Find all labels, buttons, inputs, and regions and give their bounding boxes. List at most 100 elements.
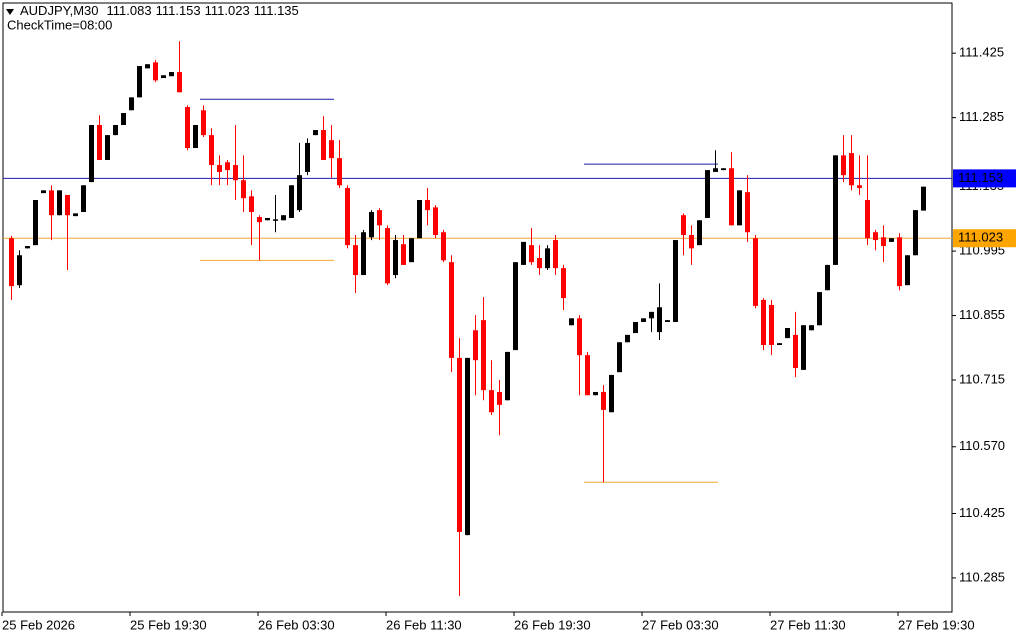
- candle-body: [377, 210, 382, 226]
- candle-body: [17, 255, 22, 286]
- level-tag-label: 111.153: [958, 170, 1003, 185]
- y-tick-label: 111.425: [959, 45, 1004, 60]
- candle-body: [313, 130, 318, 136]
- candle-body: [185, 107, 190, 148]
- candle-body: [649, 311, 654, 319]
- candle-body: [593, 391, 598, 396]
- candle-body: [177, 72, 182, 93]
- candle-body: [753, 238, 758, 306]
- candle-body: [729, 168, 734, 226]
- candle-body: [217, 165, 222, 172]
- candle-body: [417, 200, 422, 239]
- candle-body: [737, 190, 742, 226]
- candle-body: [889, 238, 894, 242]
- candle-body: [401, 244, 406, 265]
- candle-body: [497, 391, 502, 405]
- candle-body: [609, 374, 614, 413]
- candle-body: [25, 246, 30, 249]
- candle-body: [489, 390, 494, 413]
- candle-body: [617, 342, 622, 373]
- candle-body: [441, 232, 446, 261]
- x-tick-label: 27 Feb 19:30: [898, 617, 975, 632]
- candle-body: [257, 217, 262, 223]
- candle-body: [425, 200, 430, 211]
- quote-low: 111.023: [205, 3, 250, 18]
- x-tick-label: 27 Feb 03:30: [642, 617, 719, 632]
- candle-body: [121, 113, 126, 125]
- candle-body: [233, 165, 238, 181]
- x-tick-label: 27 Feb 11:30: [770, 617, 846, 632]
- candle-body: [601, 391, 606, 410]
- candle-body: [881, 237, 886, 247]
- candle-body: [841, 155, 846, 176]
- candle-body: [505, 351, 510, 401]
- header-arrow[interactable]: [6, 9, 14, 15]
- candle-body: [225, 162, 230, 171]
- candle-body: [305, 142, 310, 172]
- candle-body: [105, 135, 110, 160]
- candle-body: [433, 207, 438, 235]
- candle-body: [921, 186, 926, 211]
- candle-body: [65, 194, 70, 216]
- x-tick-label: 25 Feb 19:30: [130, 617, 207, 632]
- candle-body: [553, 240, 558, 269]
- candle-body: [481, 320, 486, 391]
- candle-body: [273, 219, 278, 221]
- candle-body: [545, 248, 550, 269]
- candle-body: [745, 192, 750, 233]
- candle-body: [345, 188, 350, 246]
- level-tag-label: 111.023: [958, 230, 1003, 245]
- subtitle: CheckTime=08:00: [7, 17, 112, 32]
- candle-body: [673, 240, 678, 322]
- y-tick-label: 110.715: [959, 371, 1005, 386]
- candle-body: [769, 304, 774, 346]
- candle-body: [113, 124, 118, 136]
- candle-body: [913, 210, 918, 256]
- candle-body: [561, 268, 566, 299]
- candle-body: [369, 211, 374, 238]
- candle-body: [161, 75, 166, 79]
- candle-body: [569, 318, 574, 326]
- candle-body: [905, 255, 910, 286]
- candle-body: [857, 185, 862, 189]
- quote-open: 111.083: [107, 3, 152, 18]
- candle-body: [129, 97, 134, 111]
- candle-body: [81, 185, 86, 212]
- y-tick-label: 110.855: [959, 307, 1005, 322]
- symbol: AUDJPY,M30: [20, 3, 99, 18]
- candle-body: [393, 240, 398, 276]
- candle-body: [521, 241, 526, 265]
- candle-body: [473, 330, 478, 361]
- x-tick-label: 26 Feb 19:30: [514, 617, 591, 632]
- candle-body: [57, 190, 62, 216]
- candle-body: [625, 334, 630, 343]
- candle-body: [249, 196, 254, 212]
- candle-body: [633, 322, 638, 334]
- quote-close: 111.135: [254, 3, 299, 18]
- candle-body: [201, 110, 206, 136]
- candle-body: [657, 307, 662, 333]
- candle-body: [193, 124, 198, 148]
- candle-body: [353, 245, 358, 276]
- candle-body: [361, 232, 366, 276]
- candle-body: [865, 200, 870, 239]
- header: AUDJPY,M30 111.083 111.153 111.023 111.135: [20, 3, 299, 18]
- candle-body: [209, 135, 214, 166]
- x-tick-label: 26 Feb 11:30: [386, 617, 462, 632]
- candle-body: [321, 130, 326, 160]
- candle-body: [137, 66, 142, 98]
- candle-body: [705, 170, 710, 218]
- candle-body: [97, 124, 102, 160]
- y-tick-label: 110.285: [959, 569, 1005, 584]
- candle-body: [713, 168, 718, 172]
- candle-body: [825, 264, 830, 291]
- candle-body: [577, 318, 582, 356]
- candle-body: [801, 325, 806, 370]
- candle-body: [809, 325, 814, 331]
- candle-body: [33, 200, 38, 246]
- candle-body: [449, 262, 454, 358]
- plot-frame: [2, 2, 953, 613]
- candle-body: [89, 124, 94, 183]
